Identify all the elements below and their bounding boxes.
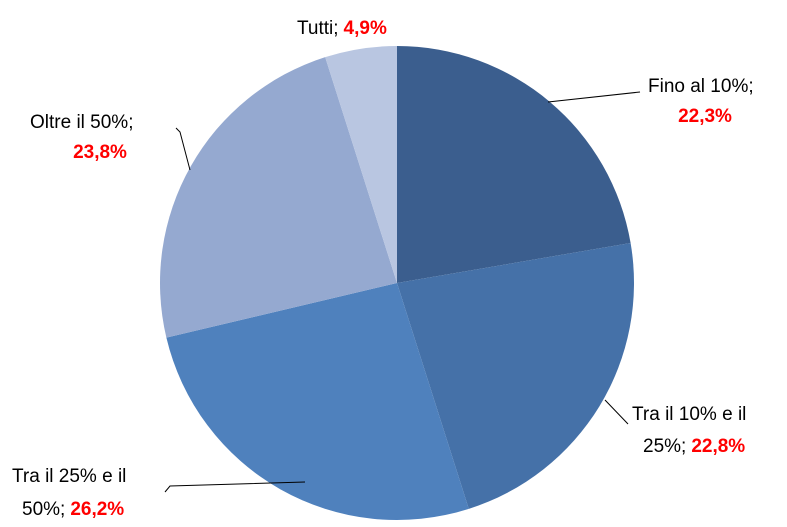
pie-slice (166, 283, 469, 520)
label-line: Tra il 10% e il (632, 404, 746, 425)
leader-line (164, 481, 306, 493)
pie-slice (397, 46, 631, 283)
value-label: 22,3% (678, 106, 732, 127)
pie-slice (160, 57, 397, 338)
value-label: 22,8% (691, 436, 745, 457)
label-line: Tra il 25% e il (12, 466, 126, 487)
value-label: 4,9% (344, 18, 387, 39)
label-line: 50%; (22, 499, 65, 520)
leader-line (547, 91, 641, 103)
slice-label: Tutti; (297, 18, 339, 39)
slice-label: Oltre il 50%; (30, 112, 133, 133)
slice-label: Fino al 10%; (648, 76, 754, 97)
slice-label: Tra il 25% e il 50%; (12, 466, 126, 520)
leader-line (175, 127, 191, 171)
value-label: 23,8% (73, 142, 127, 163)
pie-slice (325, 46, 397, 283)
label-line: 25%; (643, 436, 686, 457)
slice-label: Tra il 10% e il 25%; (632, 404, 746, 457)
leader-line (604, 399, 629, 425)
value-label: 26,2% (70, 499, 124, 520)
pie-slice (397, 242, 634, 509)
